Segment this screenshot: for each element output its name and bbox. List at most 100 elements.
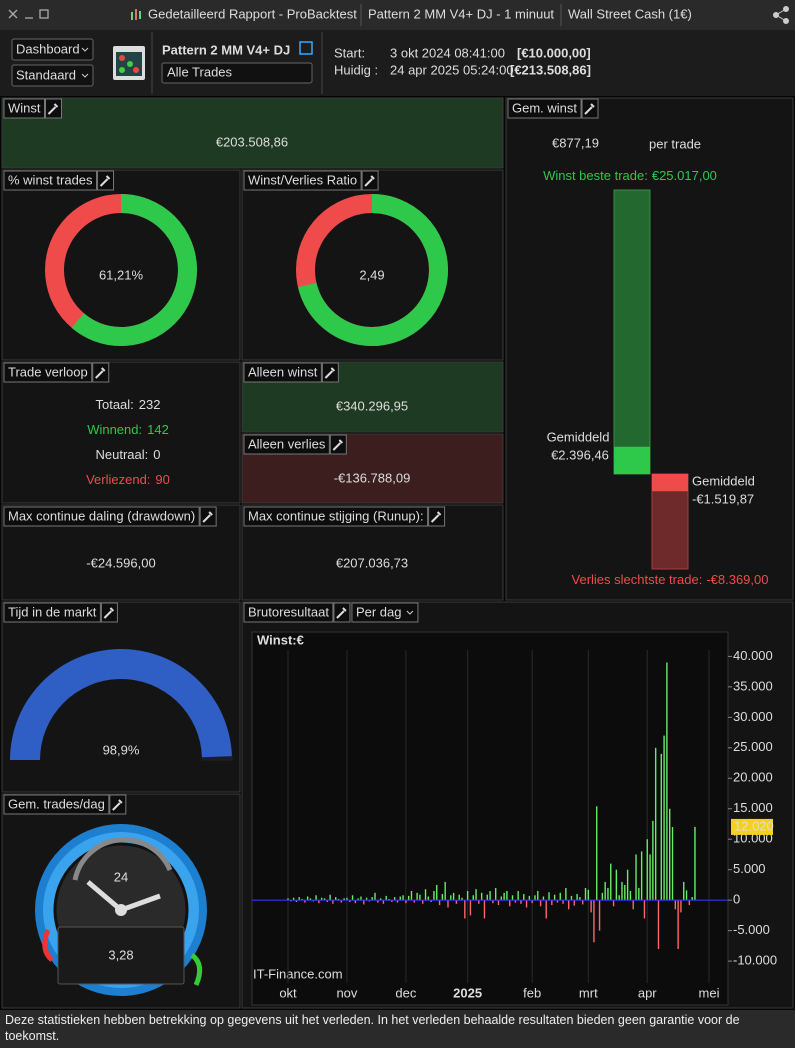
bar — [312, 900, 314, 902]
dropdown[interactable] — [161, 62, 313, 84]
donut-label: 61,21% — [99, 267, 144, 282]
worst-trade: Verlies slechtste trade: -€8.369,00 — [572, 572, 769, 587]
panel-title: Trade verloop — [8, 364, 88, 379]
bar — [525, 900, 528, 908]
dashboard: Gedetailleerd Rapport - ProBacktest Patt… — [0, 0, 795, 1010]
avg-win-label: Gemiddeld — [547, 429, 610, 444]
bar — [660, 753, 662, 901]
bar — [424, 889, 427, 901]
bar — [427, 896, 430, 901]
bar — [654, 747, 657, 901]
trade-count-value: 142 — [147, 422, 169, 437]
winst-value: €203.508,86 — [216, 134, 288, 149]
dropdown[interactable] — [11, 38, 94, 61]
edit-icon[interactable] — [299, 41, 313, 55]
dropdown[interactable] — [351, 602, 419, 623]
clock-label: 24 — [114, 869, 128, 884]
bar — [663, 735, 665, 901]
dropdown-label[interactable]: Dashboard — [16, 41, 80, 56]
bar — [640, 851, 643, 901]
bar — [542, 896, 545, 901]
tab[interactable]: Gedetailleerd Rapport - ProBacktest — [148, 6, 357, 21]
bar — [629, 891, 632, 901]
bar — [447, 900, 449, 908]
bar — [509, 900, 511, 907]
bar — [528, 895, 531, 901]
trade-count: Neutraal: 0 — [96, 447, 161, 462]
bar — [691, 897, 693, 901]
bar — [455, 900, 458, 904]
bar — [565, 887, 567, 901]
bar — [523, 894, 525, 901]
gem-winst-value: €877,19 — [552, 135, 599, 150]
bar — [304, 900, 306, 903]
bar — [410, 891, 413, 901]
panel-title-box — [243, 602, 334, 623]
bar — [534, 895, 536, 901]
bar — [377, 900, 379, 903]
bar — [576, 894, 578, 901]
wrench — [202, 511, 213, 523]
plot-area — [251, 631, 729, 1006]
bar — [416, 892, 418, 901]
avg-loss-bar — [652, 474, 688, 492]
panel-title-box — [3, 170, 98, 191]
share-icon[interactable] — [773, 6, 789, 24]
bar — [318, 900, 320, 904]
bar — [556, 900, 559, 903]
bar — [433, 891, 435, 901]
dropdown-label[interactable]: Per dag — [356, 604, 402, 619]
bar — [450, 895, 452, 901]
date: 24 apr 2025 05:24:00 — [390, 62, 514, 77]
dropdown[interactable] — [11, 64, 94, 87]
wrench — [95, 367, 106, 379]
bar — [346, 897, 348, 901]
avg-win-value: €2.396,46 — [551, 447, 609, 462]
system-icon[interactable] — [113, 46, 145, 80]
x-tick-label: apr — [638, 985, 657, 1000]
y-tick-label: 30.000 — [733, 709, 773, 724]
bar — [458, 894, 460, 901]
panel — [1, 97, 504, 169]
dropdown-label[interactable]: Standaard — [16, 67, 76, 82]
bar — [537, 891, 539, 901]
bar — [517, 891, 519, 901]
bar — [452, 892, 455, 901]
bar — [444, 881, 446, 901]
wrench — [103, 607, 115, 619]
bar — [610, 863, 612, 901]
bar — [649, 854, 651, 901]
panel-title-box — [3, 794, 110, 815]
tab[interactable]: Wall Street Cash (1€) — [568, 6, 692, 21]
bar — [596, 806, 598, 901]
bar — [466, 891, 469, 901]
best-trade-value: €25.017,00 — [652, 168, 717, 183]
bar — [323, 898, 326, 901]
bar — [337, 898, 340, 901]
bar — [374, 892, 376, 901]
bar — [635, 854, 637, 901]
x-tick-label: okt — [279, 985, 297, 1000]
bar — [475, 889, 477, 901]
bar — [441, 894, 444, 901]
bar — [492, 900, 494, 904]
bar — [570, 895, 573, 901]
panel-title: Alleen winst — [248, 364, 318, 379]
trade-count-value: 0 — [153, 447, 160, 462]
wrench — [584, 103, 595, 115]
bar — [478, 900, 480, 904]
bar — [483, 900, 486, 919]
trade-count: Totaal: 232 — [95, 397, 160, 412]
panel-title: Alleen verlies — [248, 436, 326, 451]
window-controls[interactable] — [8, 9, 49, 19]
bar — [562, 900, 564, 904]
donut-win — [45, 194, 197, 346]
tab[interactable]: Pattern 2 MM V4+ DJ - 1 minuut — [368, 6, 554, 21]
trade-count: Winnend: 142 — [87, 422, 169, 437]
bar — [539, 900, 542, 907]
bar — [368, 900, 371, 902]
bar — [489, 891, 491, 901]
gauge-fill — [10, 649, 232, 760]
alleen-winst-value: €340.296,95 — [336, 398, 408, 413]
dropdown-label[interactable]: Alle Trades — [167, 64, 233, 79]
